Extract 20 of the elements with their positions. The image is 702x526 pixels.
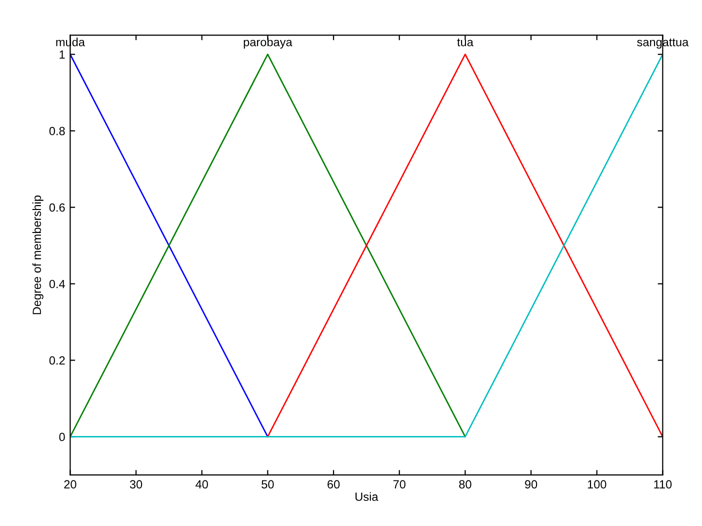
y-axis-title: Degree of membership (32, 196, 44, 314)
x-axis-title: Usia (356, 492, 378, 501)
y-tick-label: 0.2 (49, 356, 65, 365)
x-tick-label: 60 (328, 480, 340, 489)
series-label: tua (457, 38, 474, 46)
y-tick-label: 1 (60, 50, 65, 59)
series-label: parobaya (244, 38, 292, 49)
x-tick-label: 70 (393, 480, 406, 489)
x-tick-label: 80 (459, 480, 472, 489)
x-tick-label: 110 (654, 480, 672, 489)
y-tick-label: 0.4 (49, 280, 65, 288)
y-tick-label: 0.6 (49, 203, 65, 212)
x-tick-label: 30 (130, 480, 142, 489)
x-tick-label: 40 (196, 480, 208, 489)
x-tick-label: 20 (64, 480, 76, 489)
y-tick-label: 0.8 (49, 126, 65, 136)
x-tick-label: 50 (262, 480, 274, 489)
y-tick-label: 0 (59, 432, 65, 442)
x-tick-label: 90 (525, 480, 538, 489)
x-tick-label: 100 (588, 480, 606, 489)
